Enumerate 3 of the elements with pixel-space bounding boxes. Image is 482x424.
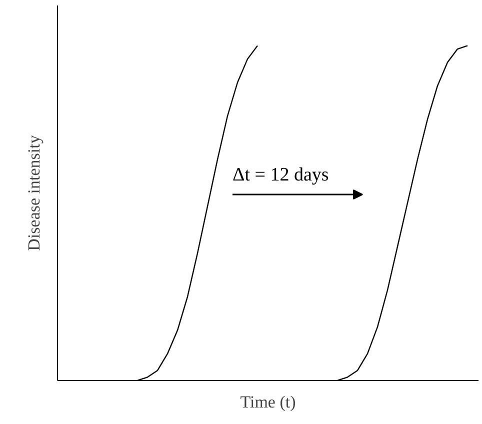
- x-axis-title: Time (t): [240, 392, 296, 412]
- y-axis-title: Disease intensity: [24, 134, 44, 251]
- annotation: Δt = 12 days: [232, 164, 329, 186]
